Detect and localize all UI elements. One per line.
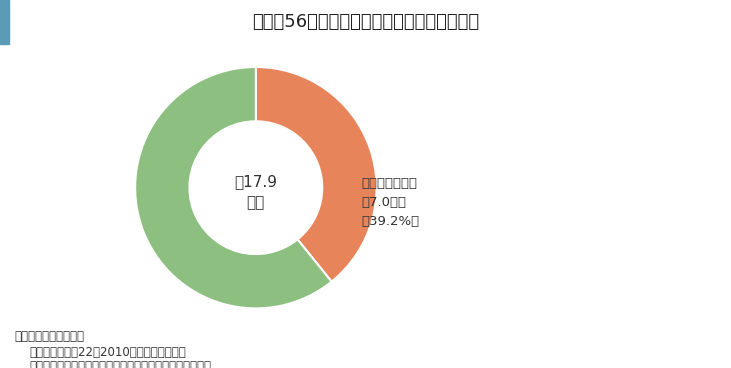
Text: 約17.9: 約17.9 (235, 174, 277, 189)
Bar (0, 0, 9, 44)
Text: 注：１）平成22（2010）年度までの累計: 注：１）平成22（2010）年度までの累計 (29, 346, 186, 359)
Text: ２）農業水利施設の再建設費ベースによる評価算定: ２）農業水利施設の再建設費ベースによる評価算定 (29, 360, 211, 368)
Text: 兆円: 兆円 (247, 195, 265, 210)
Text: 機能診断実施済
約7.0兆円
（39.2%）: 機能診断実施済 約7.0兆円 （39.2%） (361, 177, 420, 228)
Text: 図３－56　基幹的施設の機能診断の実施状況: 図３－56 基幹的施設の機能診断の実施状況 (252, 13, 479, 31)
Wedge shape (256, 67, 376, 282)
Wedge shape (135, 67, 332, 308)
Text: 資料：農林水産省調べ: 資料：農林水産省調べ (15, 330, 85, 343)
